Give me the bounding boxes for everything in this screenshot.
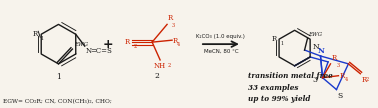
Text: NH: NH (154, 62, 166, 70)
Text: R: R (332, 54, 337, 62)
Text: R: R (168, 14, 174, 22)
Text: 3: 3 (336, 63, 339, 68)
Text: N: N (86, 47, 92, 55)
Text: MeCN, 80 °C: MeCN, 80 °C (204, 49, 238, 54)
Text: S: S (338, 91, 343, 99)
Text: 2: 2 (168, 63, 171, 68)
Text: 3: 3 (172, 23, 175, 28)
Text: 1: 1 (280, 41, 283, 46)
Text: K₂CO₃ (1.0 equiv.): K₂CO₃ (1.0 equiv.) (197, 34, 245, 39)
Text: N: N (318, 47, 325, 55)
Text: 4: 4 (344, 77, 347, 82)
Text: R: R (339, 72, 345, 80)
Text: 33 examples: 33 examples (248, 84, 298, 92)
Text: +: + (103, 38, 114, 51)
Text: up to 99% yield: up to 99% yield (248, 95, 310, 103)
Text: EWG: EWG (308, 32, 322, 37)
Text: 1: 1 (56, 73, 61, 81)
Text: 2: 2 (155, 72, 160, 80)
Text: 1: 1 (41, 36, 44, 41)
Text: EWG: EWG (74, 42, 88, 47)
Text: N: N (312, 43, 319, 51)
Text: 2: 2 (366, 77, 369, 82)
Text: =C=S: =C=S (91, 47, 113, 55)
Text: EGW= CO₂R; CN, CON(CH₃)₂, CHO;: EGW= CO₂R; CN, CON(CH₃)₂, CHO; (3, 99, 112, 104)
Text: R: R (272, 35, 277, 43)
Text: 3: 3 (312, 76, 317, 84)
Text: R: R (361, 76, 367, 84)
Text: R: R (125, 38, 130, 46)
Text: transition metal free: transition metal free (248, 72, 333, 80)
Text: R: R (173, 37, 178, 45)
Text: 4: 4 (177, 42, 180, 47)
Text: 2: 2 (133, 44, 136, 49)
Text: R: R (33, 30, 38, 38)
